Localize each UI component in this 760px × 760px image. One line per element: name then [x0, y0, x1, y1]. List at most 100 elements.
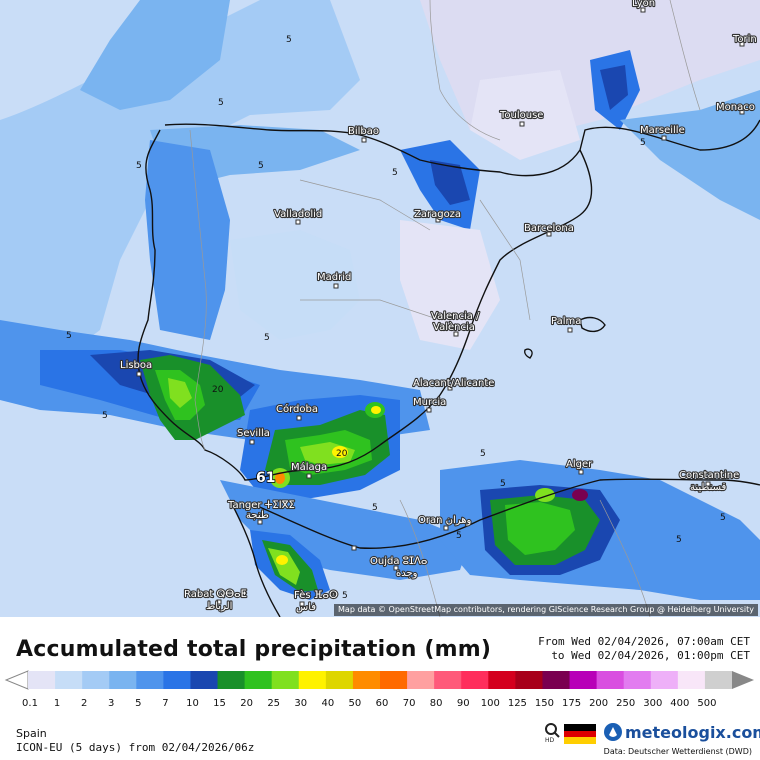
legend-swatch	[569, 671, 598, 689]
city-label-fes: Fès ⴼⴰⵙ	[294, 589, 338, 601]
city-label-rabat: Rabat ⵕⴱⴰⵟ	[184, 589, 247, 600]
legend-swatch	[488, 671, 516, 689]
legend-tick-label: 175	[562, 698, 581, 709]
city-label-oujda-arabic: وجدة	[396, 568, 418, 579]
contour-label: 5	[136, 161, 142, 171]
legend-tick-label: 7	[162, 698, 168, 709]
city-label-oujda: Oujda ⵓⵊⴷⴰ	[370, 556, 427, 567]
legend-swatch	[434, 671, 462, 689]
legend-swatch	[55, 671, 83, 689]
contour-label: 5	[392, 168, 398, 178]
legend-swatch	[28, 671, 56, 689]
coastline	[137, 119, 760, 617]
city-label-rabat-arabic: الرباط	[206, 601, 232, 612]
legend-swatch	[407, 671, 435, 689]
city-label-lyon: Lyon	[632, 0, 655, 9]
map-canvas: 5 5 5 5 5 5 5 5 5 5 20 20 61 5 5 5 5 5 5	[0, 0, 760, 617]
flag-stripe	[564, 730, 596, 738]
legend-swatch	[596, 671, 625, 689]
legend-swatch	[136, 671, 164, 689]
legend-swatch	[542, 671, 571, 689]
contour-label: 5	[372, 503, 378, 513]
zoom-hd-icon[interactable]: HD	[543, 721, 563, 743]
legend-swatch	[298, 671, 327, 689]
contour-label: 5	[480, 449, 486, 459]
svg-text:HD: HD	[545, 737, 555, 743]
city-label-zaragoza: Zaragoza	[414, 209, 461, 220]
legend-tick-label: 3	[108, 698, 114, 709]
contour-label: 5	[676, 535, 682, 545]
city-markers	[136, 7, 745, 607]
legend-arrow-left	[4, 670, 29, 690]
legend-swatch	[623, 671, 652, 689]
contour-label: 5	[342, 591, 348, 601]
legend-tick-label: 30	[294, 698, 307, 709]
legend-tick-label: 300	[643, 698, 662, 709]
legend-tick-label: 100	[481, 698, 500, 709]
legend-swatch	[325, 671, 354, 689]
legend-tick-label: 400	[670, 698, 689, 709]
city-label-valencia: Valencia /	[431, 311, 480, 322]
city-label-madrid: Madrid	[317, 272, 351, 283]
city-label-monaco: Monaco	[716, 102, 755, 113]
legend-tick-label: 1	[54, 698, 60, 709]
contour-label: 5	[500, 479, 506, 489]
city-label-murcia: Murcia	[413, 397, 446, 408]
contour-label: 20	[212, 385, 224, 395]
legend-swatch	[190, 671, 219, 689]
contour-label: 5	[218, 98, 224, 108]
city-label-lisboa: Lisboa	[120, 360, 152, 371]
city-label-barcelona: Barcelona	[524, 223, 574, 234]
legend-tick-label: 500	[697, 698, 716, 709]
legend-tick-label: 80	[430, 698, 443, 709]
data-source: Data: Deutscher Wetterdienst (DWD)	[603, 747, 752, 756]
meteologix-logo-icon	[604, 723, 622, 741]
contour-label: 5	[264, 333, 270, 343]
city-label-alger: Alger	[566, 459, 593, 470]
legend-scale: 0.1 1 2 3 5 7 10 15 20 25 30 40 50 60 70 80 90 100 125 150 1…	[4, 670, 754, 709]
legend-tick-label: 70	[403, 698, 416, 709]
contour-label: 20	[336, 449, 348, 459]
legend-tick-label: 2	[81, 698, 87, 709]
legend-swatch	[82, 671, 110, 689]
legend-tick-label: 40	[321, 698, 334, 709]
city-label-oran: Oran وهران	[418, 515, 472, 526]
city-label-palma: Palma	[551, 316, 581, 327]
brand-link[interactable]: meteologix.com	[604, 721, 760, 743]
map-attribution[interactable]: Map data © OpenStreetMap contributors, r…	[334, 604, 758, 616]
legend-swatch	[650, 671, 679, 689]
city-label-tanger-arabic: طنجة	[246, 510, 269, 521]
city-label-toulouse: Toulouse	[499, 110, 543, 121]
legend-tick-label: 5	[135, 698, 141, 709]
legend-swatch	[109, 671, 137, 689]
flag-stripe	[564, 724, 596, 731]
city-label-valladolid: Valladolid	[274, 209, 322, 220]
legend-tick-label: 60	[376, 698, 389, 709]
precipitation-map[interactable]: 5 5 5 5 5 5 5 5 5 5 20 20 61 5 5 5 5 5 5	[0, 0, 760, 617]
city-label-alicante: Alacant/Alicante	[413, 378, 494, 389]
city-label-fes-arabic: فاس	[296, 602, 316, 613]
germany-flag-icon	[564, 724, 596, 744]
legend-tick-label: 250	[616, 698, 635, 709]
city-label-torin: Torin	[732, 34, 757, 45]
legend-swatch	[704, 671, 733, 689]
contour-label: 5	[640, 138, 646, 148]
brand-name: meteologix.com	[625, 722, 760, 742]
legend-swatch	[515, 671, 543, 689]
city-label-marseille: Marseille	[640, 125, 685, 136]
city-label-constantine-arabic: قسنطينة	[690, 482, 727, 493]
legend-tick-label: 125	[508, 698, 527, 709]
legend-tick-label: 150	[535, 698, 554, 709]
time-period: From Wed 02/04/2026, 07:00am CET to Wed …	[538, 635, 750, 663]
contour-label: 5	[66, 331, 72, 341]
legend-arrow-right	[732, 671, 754, 689]
color-legend: 0.1 1 2 3 5 7 10 15 20 25 30 40 50 60 70 80 90 100 125 150 1…	[0, 669, 760, 713]
contour-label: 5	[102, 411, 108, 421]
legend-tick-label: 15	[213, 698, 226, 709]
city-label-valencia-alt: València	[433, 321, 475, 333]
legend-tick-label: 25	[267, 698, 280, 709]
chart-title: Accumulated total precipitation (mm)	[16, 637, 492, 662]
contour-label: 5	[286, 35, 292, 45]
city-label-tanger: Tanger ⵜⵉⵏⴳⵉ	[227, 500, 295, 511]
legend-tick-label: 20	[240, 698, 253, 709]
